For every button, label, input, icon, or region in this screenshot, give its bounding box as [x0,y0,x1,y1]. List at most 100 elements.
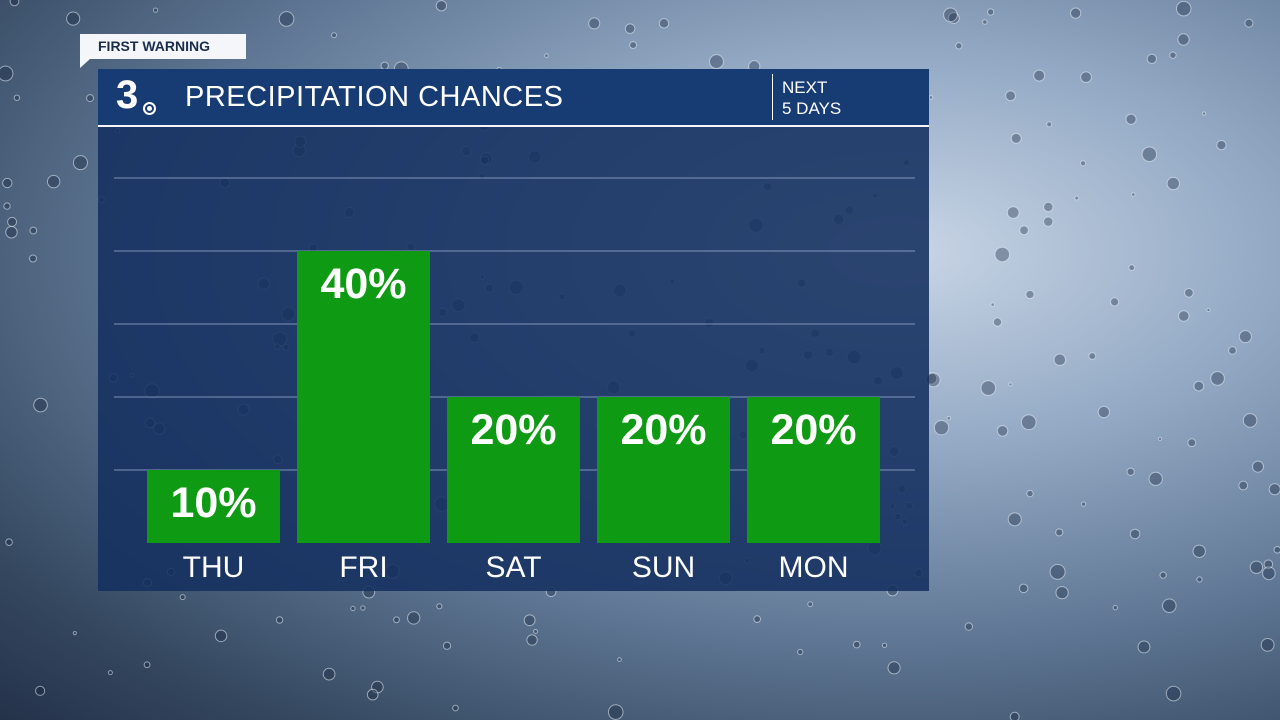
forecast-period-line1: NEXT [782,78,828,97]
raindrop [1010,132,1022,144]
raindrop [588,17,601,30]
raindrop [331,32,338,39]
raindrop [1193,380,1205,392]
raindrop [1009,711,1020,720]
raindrop [152,7,159,13]
raindrop [5,225,18,239]
raindrop [1273,546,1280,554]
raindrop [13,94,21,101]
raindrop [1080,71,1092,84]
raindrop [1178,310,1190,322]
raindrop [607,704,624,720]
bar-sun [597,397,730,543]
raindrop [797,648,804,656]
raindrop [1019,225,1029,236]
chart-panel: 3 PRECIPITATION CHANCES NEXT 5 DAYS 10% T… [98,69,929,591]
raindrop [1131,192,1136,197]
raindrop [1026,489,1034,498]
raindrop [1110,297,1120,307]
raindrop [709,54,724,70]
bar-sat [447,397,580,543]
raindrop [9,0,20,7]
raindrop [1148,471,1163,486]
raindrop [278,11,295,27]
raindrop [1238,480,1249,491]
raindrop [1187,438,1197,448]
raindrop [322,667,336,681]
raindrop [1020,414,1037,431]
raindrop [1129,528,1141,540]
raindrop [179,594,186,601]
raindrop [533,628,539,634]
raindrop [1046,121,1053,128]
raindrop [955,42,963,50]
raindrop [1165,685,1182,702]
raindrop [214,629,228,643]
raindrop [994,246,1011,263]
raindrop [29,226,38,235]
raindrop [943,7,958,23]
raindrop [933,419,950,436]
day-label-mon: MON [779,551,849,584]
raindrop [1055,586,1069,600]
raindrop [982,19,988,25]
raindrop [1166,176,1180,191]
raindrop [523,614,536,627]
raindrop [1162,598,1177,613]
raindrop [1169,51,1177,59]
raindrop [2,177,13,189]
raindrop [1112,605,1118,611]
raindrop [442,641,452,650]
raindrop [452,704,459,712]
raindrop [807,601,814,608]
raindrop [852,640,861,649]
raindrop [1128,264,1136,272]
value-label-mon: 20% [770,406,856,454]
raindrop [72,631,77,636]
value-label-sun: 20% [620,406,706,454]
raindrop [1263,559,1274,570]
raindrop [1074,195,1080,201]
raindrop [1008,382,1013,387]
raindrop [86,94,94,103]
raindrop [996,425,1009,437]
eye-icon [143,102,156,115]
raindrop [1228,346,1237,355]
raindrop [1097,405,1111,419]
day-label-thu: THU [183,551,245,584]
raindrop [1216,139,1227,151]
station-logo: 3 [116,73,139,117]
raindrop [526,634,538,646]
raindrop [946,415,952,421]
raindrop [1141,146,1158,163]
raindrop [1007,512,1022,527]
raindrop [72,155,88,171]
value-label-sat: 20% [470,406,556,454]
bar-fri [297,251,430,543]
raindrop [544,53,549,58]
raindrop [435,0,448,12]
raindrop [990,302,996,307]
raindrop [350,605,356,612]
day-label-sat: SAT [485,551,541,584]
raindrop [1177,33,1190,46]
raindrop [1049,563,1066,580]
raindrop [1210,371,1225,386]
chart-title: PRECIPITATION CHANCES [185,81,564,113]
raindrop [407,611,421,625]
raindrop [1251,460,1264,473]
raindrop [393,616,400,624]
raindrop [1196,576,1203,583]
first-warning-tag: FIRST WARNING [80,34,246,68]
raindrop [1268,483,1280,496]
raindrop [143,661,151,669]
raindrop [360,605,366,611]
raindrop [1159,571,1167,579]
value-label-fri: 40% [320,260,406,308]
raindrop [1262,566,1276,581]
raindrop [5,538,13,547]
raindrop [33,397,48,413]
raindrop [928,95,934,100]
raindrop [1043,201,1054,213]
raindrop [980,380,997,396]
